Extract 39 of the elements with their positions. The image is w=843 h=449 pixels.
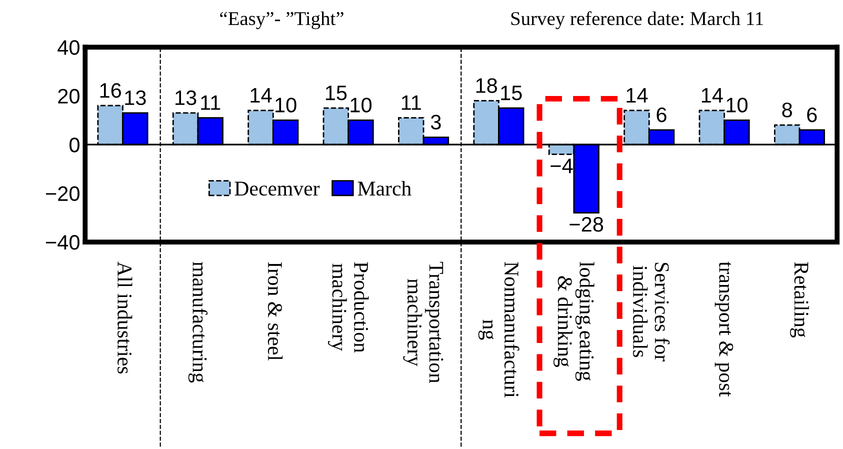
x-tick-label: manufacturing — [188, 262, 208, 383]
text: Survey reference date: March 11 — [511, 11, 763, 30]
x-tick-label: Iron & steel — [268, 262, 283, 361]
data-label: 14 — [250, 88, 272, 102]
x-tick-label: Retailing — [790, 262, 809, 338]
data-label: 16 — [100, 83, 122, 98]
x-tick-label: Production machinery — [328, 262, 369, 353]
data-label: 15 — [326, 86, 347, 100]
x-tick-label: Services for individuals — [633, 262, 670, 362]
x-tick-label: Nonmanufacturi ng — [478, 262, 520, 398]
data-label: 13 — [125, 90, 146, 106]
data-label: 10 — [726, 98, 748, 112]
data-label: 10 — [350, 98, 372, 112]
legend-label: Decemver — [234, 182, 320, 196]
x-tick-label: All industries — [118, 262, 132, 374]
data-label: 11 — [402, 95, 421, 110]
data-label: 8 — [782, 102, 792, 118]
data-label: 13 — [176, 90, 196, 106]
data-label: 14 — [702, 88, 723, 102]
data-label: −28 — [570, 216, 604, 232]
data-label: 11 — [201, 95, 220, 110]
data-label: −4 — [550, 158, 573, 174]
x-tick-label: transport & post — [714, 262, 734, 397]
legend-label: March — [358, 180, 412, 196]
y-tick-label: 20 — [58, 88, 80, 104]
data-label: 3 — [430, 114, 441, 130]
data-label: 15 — [501, 86, 522, 100]
text: “Easy”- ”Tight” — [220, 11, 344, 30]
data-label: 6 — [656, 107, 666, 122]
data-label: 10 — [276, 98, 296, 112]
y-tick-label: 40 — [58, 40, 80, 55]
x-tick-label: lodging,eating & drinking — [554, 262, 594, 381]
y-tick-label: 0 — [70, 138, 80, 152]
data-label: 6 — [807, 107, 817, 122]
y-tick-label: −40 — [46, 235, 80, 250]
y-tick-label: −20 — [46, 186, 80, 202]
x-tick-label: Transportation machinery — [403, 262, 444, 384]
data-label: 14 — [626, 88, 648, 102]
data-label: 18 — [476, 78, 497, 93]
